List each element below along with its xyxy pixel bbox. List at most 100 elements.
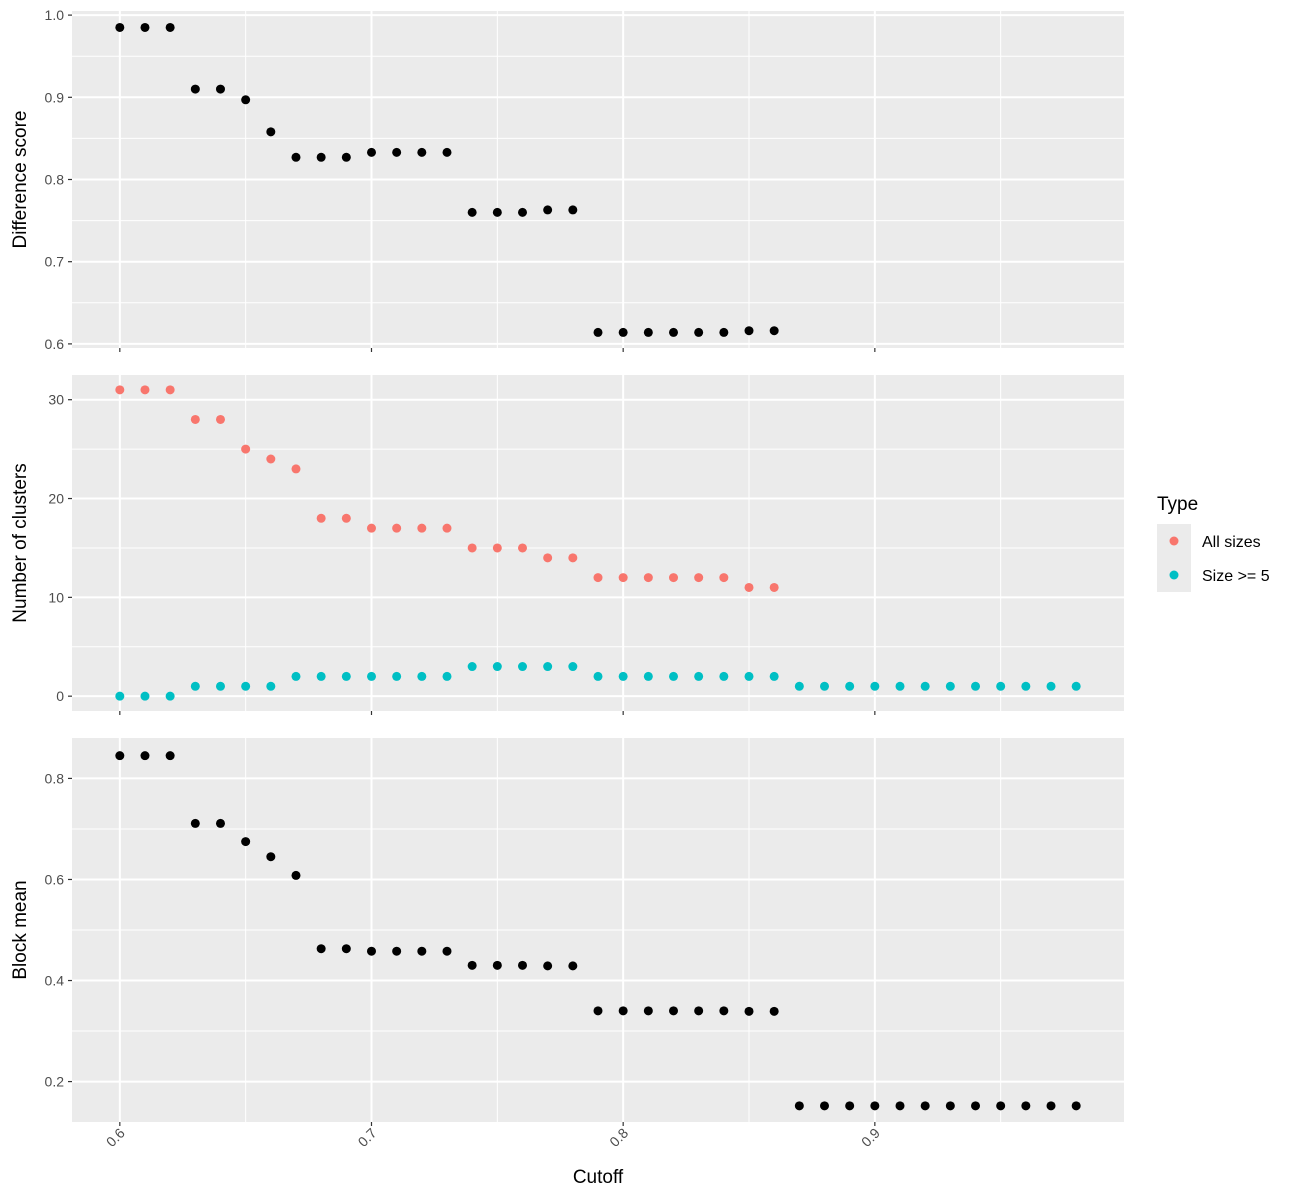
data-point [895,681,905,691]
y-axis-title: Number of clusters [10,463,31,622]
data-point [215,84,225,94]
data-point [895,1101,905,1111]
data-point [266,454,276,464]
data-point [820,1101,830,1111]
data-point [341,671,351,681]
data-point [467,207,477,217]
data-point [115,691,125,701]
data-point [845,1101,855,1111]
series-points [115,751,1081,1111]
data-point [769,671,779,681]
y-tick-label: 0.7 [45,254,65,270]
x-tick-label: 0.8 [606,1125,631,1150]
data-point [568,553,578,563]
data-point [669,327,679,337]
data-point [241,837,251,847]
data-point [618,573,628,583]
y-tick-label: 10 [48,589,64,605]
data-point [845,681,855,691]
data-point [417,147,427,157]
data-point [971,1101,981,1111]
data-point [719,1006,729,1016]
data-point [366,946,376,956]
data-point [1021,681,1031,691]
data-point [945,1101,955,1111]
data-point [744,582,754,592]
data-point [266,681,276,691]
data-point [769,326,779,336]
data-point [392,671,402,681]
data-point [593,573,603,583]
data-point [719,573,729,583]
data-point [517,207,527,217]
data-point [996,1101,1006,1111]
data-point [618,327,628,337]
y-tick-label: 30 [48,392,64,408]
y-tick-label: 0.6 [45,871,65,887]
y-tick-label: 0.2 [45,1074,65,1090]
data-point [719,671,729,681]
data-point [517,960,527,970]
data-point [316,513,326,523]
data-point [316,671,326,681]
data-point [165,751,175,761]
data-point [820,681,830,691]
data-point [190,818,200,828]
y-tick-label: 0.9 [45,89,65,105]
y-tick-label: 0 [56,688,64,704]
data-point [945,681,955,691]
x-tick-label: 0.7 [355,1125,380,1150]
data-point [241,95,251,105]
data-point [241,444,251,454]
data-point [669,1006,679,1016]
data-point [341,513,351,523]
data-point [115,751,125,761]
data-point [543,961,553,971]
data-point [543,205,553,215]
data-point [543,662,553,672]
data-point [467,960,477,970]
data-point [769,582,779,592]
data-point [794,681,804,691]
y-tick-label: 1.0 [45,7,65,23]
panel-background [72,375,1124,711]
data-point [744,671,754,681]
legend-key-size-5 [1169,570,1179,580]
data-point [291,152,301,162]
data-point [442,147,452,157]
data-point [341,944,351,954]
series-points [115,22,779,337]
data-point [215,414,225,424]
data-point [996,681,1006,691]
data-point [492,207,502,217]
data-point [140,751,150,761]
data-point [719,327,729,337]
data-point [1046,1101,1056,1111]
data-point [215,818,225,828]
data-point [492,543,502,553]
data-point [643,671,653,681]
data-point [291,464,301,474]
x-tick-label: 0.9 [858,1125,883,1150]
data-point [442,523,452,533]
data-point [769,1006,779,1016]
data-point [543,553,553,563]
x-tick-label: 0.6 [103,1125,128,1150]
data-point [593,1006,603,1016]
data-point [392,523,402,533]
data-point [694,573,704,583]
data-point [643,573,653,583]
data-point [694,327,704,337]
data-point [190,681,200,691]
data-point [291,870,301,880]
x-axis-title: Cutoff [573,1167,624,1188]
data-point [669,573,679,583]
data-point [266,127,276,137]
data-point [568,662,578,672]
y-tick-label: 0.6 [45,336,65,352]
data-point [366,523,376,533]
data-point [1071,681,1081,691]
panel-number-of-clusters: 0 10 20 30 Number of clusters [10,375,1124,715]
y-tick-label: 0.8 [45,770,65,786]
